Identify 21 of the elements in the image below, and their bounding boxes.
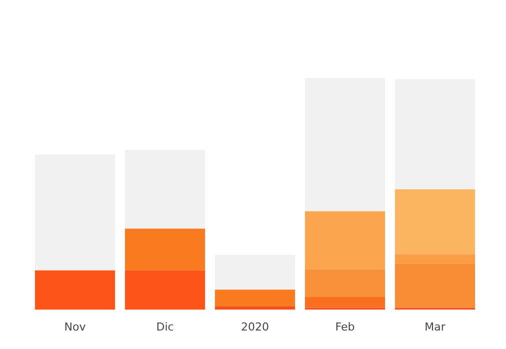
x-tick-label: Feb — [335, 320, 355, 334]
bar — [124, 150, 206, 229]
bar — [394, 79, 476, 190]
bar — [124, 228, 206, 270]
bar — [214, 290, 296, 307]
bar — [34, 270, 116, 310]
bar — [214, 306, 296, 310]
bar — [124, 270, 206, 310]
bar — [304, 297, 386, 308]
bar — [304, 78, 386, 212]
bar — [394, 254, 476, 264]
bar — [394, 189, 476, 254]
bar — [304, 211, 386, 270]
bar — [304, 269, 386, 298]
bar — [34, 154, 116, 270]
x-tick-label: Nov — [64, 320, 86, 334]
x-tick-label: Dic — [156, 320, 174, 334]
bar — [214, 254, 296, 290]
x-tick-label: Mar — [424, 320, 446, 334]
x-tick-label: 2020 — [241, 320, 269, 334]
bar — [394, 264, 476, 308]
